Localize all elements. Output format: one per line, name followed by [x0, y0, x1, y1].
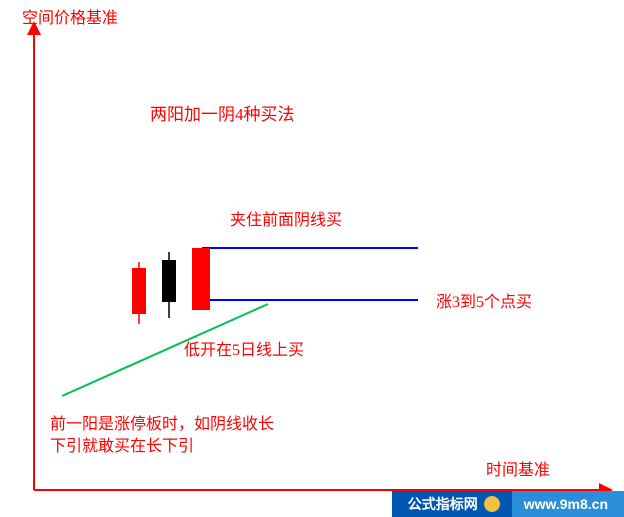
- candle-yin: [162, 252, 176, 318]
- watermark-right: www.9m8.cn: [512, 491, 624, 517]
- annotation-low-open-buy: 低开在5日线上买: [184, 336, 304, 360]
- watermark-left-text: 公式指标网: [408, 494, 478, 514]
- diagram-title: 两阳加一阴4种买法: [150, 100, 295, 125]
- watermark-icon: [484, 496, 500, 512]
- x-axis-label: 时间基准: [486, 456, 550, 480]
- watermark-left: 公式指标网: [392, 491, 512, 517]
- y-axis-label: 空间价格基准: [22, 4, 118, 28]
- watermark-right-text: www.9m8.cn: [524, 496, 608, 512]
- candle-yang-1: [132, 262, 146, 324]
- watermark: 公式指标网 www.9m8.cn: [392, 491, 624, 517]
- annotation-note: 前一阳是涨停板时，如阴线收长下引就敢买在长下引: [50, 414, 280, 458]
- annotation-clip-buy: 夹住前面阴线买: [230, 206, 342, 230]
- annotation-rise-buy: 涨3到5个点买: [436, 288, 532, 312]
- candle-yang-2: [192, 248, 210, 310]
